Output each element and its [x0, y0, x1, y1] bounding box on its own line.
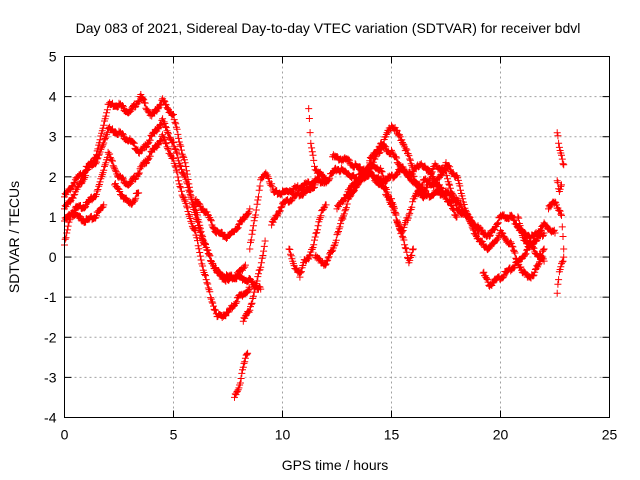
series-markers — [305, 105, 461, 221]
x-tick-label: 5 — [170, 427, 178, 443]
series-markers — [545, 198, 568, 253]
series-markers — [246, 169, 330, 253]
series-track-11 — [296, 201, 330, 281]
series-track-23 — [553, 253, 568, 297]
series-track-17 — [366, 139, 548, 282]
y-tick-label: 3 — [49, 129, 57, 145]
series-markers — [553, 253, 568, 297]
chart-title: Day 083 of 2021, Sidereal Day-to-day VTE… — [76, 20, 581, 36]
x-tick-label: 20 — [493, 427, 509, 443]
y-tick-label: 2 — [49, 169, 57, 185]
x-tick-labels: 0 5 10 15 20 25 — [61, 427, 618, 443]
series-markers — [553, 129, 568, 169]
x-tick-label: 15 — [384, 427, 400, 443]
series-markers — [111, 180, 143, 208]
grid-lines — [64, 56, 610, 418]
y-tick-label: -3 — [44, 369, 57, 385]
x-axis-label: GPS time / hours — [282, 457, 389, 473]
y-tick-label: 0 — [49, 249, 57, 265]
series-track-12 — [305, 105, 461, 221]
series-track-9 — [246, 169, 330, 253]
y-tick-label: 1 — [49, 209, 57, 225]
series-markers — [333, 159, 559, 242]
series-track-16 — [333, 159, 559, 242]
series-track-22 — [553, 177, 565, 195]
y-tick-label: -4 — [44, 410, 57, 426]
series-track-8 — [239, 237, 269, 325]
series-markers — [514, 213, 548, 265]
series-markers — [296, 201, 330, 281]
y-axis-label: SDTVAR / TECUs — [6, 181, 22, 293]
y-tick-label: 5 — [49, 49, 57, 65]
series-track-6 — [191, 196, 254, 242]
series-markers — [231, 349, 252, 401]
series-markers — [285, 245, 304, 277]
series-track-3 — [61, 131, 254, 321]
series-markers — [366, 139, 548, 282]
data-points — [61, 91, 568, 401]
series-markers — [239, 237, 269, 325]
series-track-20 — [545, 198, 568, 253]
y-tick-labels: -4 -3 -2 -1 0 1 2 3 4 5 — [44, 49, 57, 426]
series-track-5 — [111, 180, 143, 208]
series-track-7 — [231, 349, 252, 401]
series-track-19 — [514, 213, 548, 265]
y-tick-label: 4 — [49, 89, 57, 105]
y-tick-label: -1 — [44, 289, 57, 305]
series-markers — [268, 181, 319, 229]
series-track-21 — [553, 129, 568, 169]
plot-frame — [64, 56, 610, 418]
series-markers — [61, 131, 254, 321]
x-tick-label: 0 — [61, 427, 69, 443]
series-track-15 — [285, 245, 304, 277]
series-markers — [191, 196, 254, 242]
x-tick-label: 25 — [602, 427, 618, 443]
y-tick-label: -2 — [44, 329, 57, 345]
x-tick-label: 10 — [275, 427, 291, 443]
series-track-10 — [268, 181, 319, 229]
series-markers — [553, 177, 565, 195]
